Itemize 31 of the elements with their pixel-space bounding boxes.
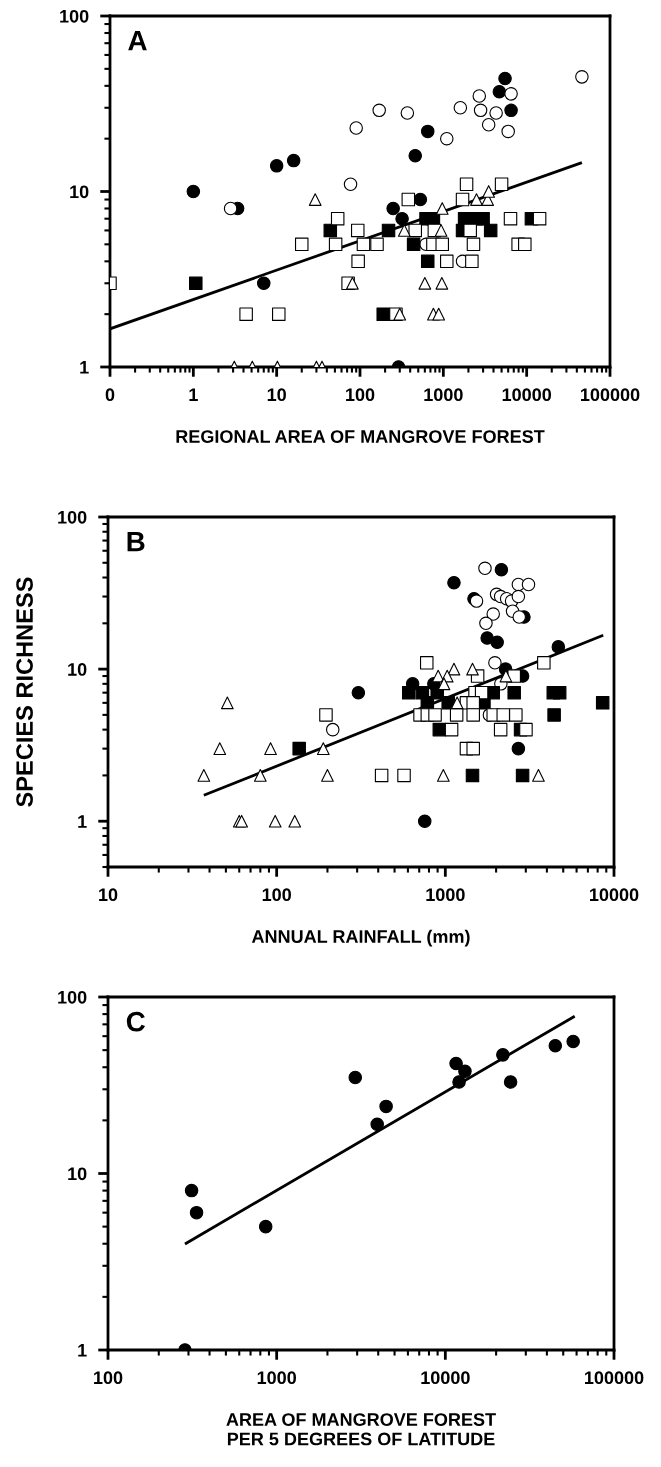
x-tick-label: 1000 — [257, 1371, 297, 1385]
chart-title: A — [128, 31, 147, 51]
x-tick-label: 1000 — [426, 888, 465, 902]
x-tick-label: 10000 — [421, 1371, 470, 1385]
x-tick-label: 100000 — [581, 388, 640, 402]
x-tick-label: 10000 — [502, 388, 552, 402]
y-tick-label: 10 — [68, 1167, 87, 1181]
x-tick-label: 100 — [94, 1371, 123, 1385]
x-tick-label: 1 — [189, 388, 198, 401]
y-tick-label: 10 — [70, 185, 89, 199]
x-tick-label: 0 — [105, 388, 115, 402]
y-tick-label: 1 — [78, 815, 87, 828]
x-axis-title: AREA OF MANGROVE FOREST PER 5 DEGREES OF LATITUDE — [226, 1413, 496, 1446]
y-tick-label: 100 — [58, 990, 87, 1004]
chart-title: B — [127, 532, 145, 552]
x-axis-title: REGIONAL AREA OF MANGROVE FOREST — [176, 430, 545, 443]
x-tick-label: 100 — [262, 888, 291, 902]
y-tick-label: 1 — [78, 1344, 87, 1357]
y-tick-label: 10 — [68, 663, 87, 676]
x-tick-label: 100 — [346, 388, 375, 402]
y-tick-label: 100 — [60, 9, 89, 23]
chart-title: C — [126, 1011, 146, 1032]
x-tick-label: 1000 — [424, 388, 463, 402]
x-tick-label: 10 — [99, 888, 118, 902]
x-axis-title: ANNUAL RAINFALL (mm) — [251, 929, 470, 947]
x-tick-label: 10 — [267, 388, 286, 402]
x-tick-label: 10000 — [590, 888, 639, 902]
y-tick-label: 100 — [58, 510, 87, 524]
y-tick-label: 1 — [80, 361, 89, 374]
x-tick-label: 100000 — [585, 1371, 644, 1385]
y-axis-title: SPECIES RICHNESS — [16, 577, 33, 807]
